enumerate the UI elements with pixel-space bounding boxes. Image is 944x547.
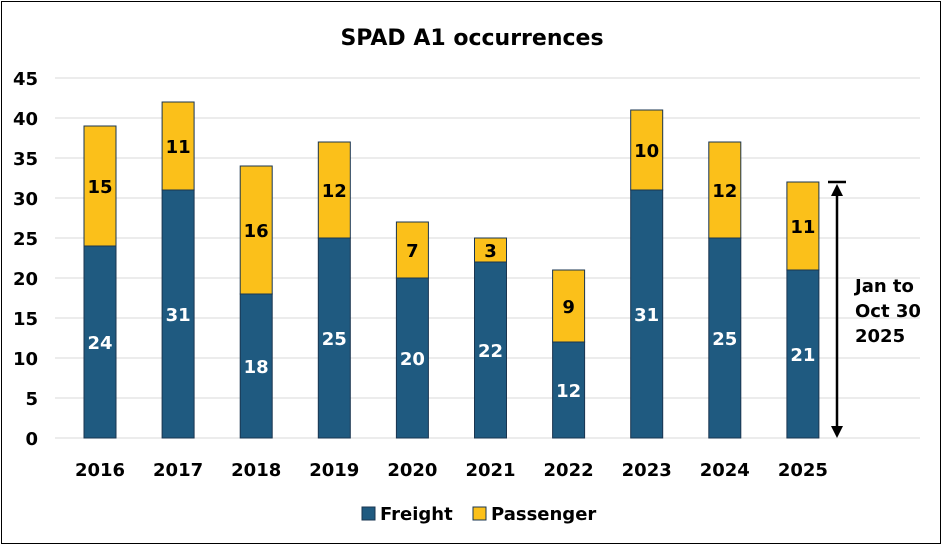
x-tick-label: 2024 xyxy=(700,460,750,481)
annotation-text: 2025 xyxy=(855,326,905,347)
data-label: 20 xyxy=(400,349,425,370)
bar-freight-2022 xyxy=(552,341,586,439)
x-tick-label: 2019 xyxy=(309,460,359,481)
x-tick-label: 2025 xyxy=(778,460,828,481)
annotation-text: Jan to xyxy=(853,276,914,297)
bar-freight-2024 xyxy=(708,237,742,439)
data-label: 15 xyxy=(87,177,112,198)
arrowhead-up-icon xyxy=(831,184,843,196)
data-label: 11 xyxy=(166,137,191,158)
arrowhead-down-icon xyxy=(831,426,843,438)
data-label: 3 xyxy=(484,241,497,262)
annotation-text: Oct 30 xyxy=(855,301,921,322)
bar-freight-2021 xyxy=(474,261,507,439)
legend-swatch-passenger xyxy=(472,506,487,521)
y-tick-label: 5 xyxy=(25,389,38,410)
data-label: 24 xyxy=(87,333,112,354)
chart-title: SPAD A1 occurrences xyxy=(340,26,603,51)
x-tick-label: 2016 xyxy=(75,460,125,481)
bar-passenger-2025 xyxy=(786,181,820,271)
bar-passenger-2023 xyxy=(630,109,664,191)
legend-swatch-freight xyxy=(361,506,376,521)
y-tick-label: 45 xyxy=(13,69,38,90)
x-tick-label: 2018 xyxy=(231,460,281,481)
data-label: 10 xyxy=(634,141,659,162)
data-label: 31 xyxy=(166,305,191,326)
legend-label-freight: Freight xyxy=(380,504,453,525)
data-label: 11 xyxy=(790,217,815,238)
bar-passenger-2022 xyxy=(552,269,586,343)
bar-passenger-2016 xyxy=(83,125,117,247)
y-tick-label: 30 xyxy=(13,189,38,210)
bar-passenger-2021 xyxy=(474,237,507,263)
x-tick-label: 2017 xyxy=(153,460,203,481)
bar-passenger-2020 xyxy=(395,221,429,279)
bar-freight-2023 xyxy=(630,189,664,439)
data-label: 16 xyxy=(244,221,269,242)
y-tick-label: 10 xyxy=(13,349,38,370)
bar-passenger-2024 xyxy=(708,141,742,239)
y-tick-label: 25 xyxy=(13,229,38,250)
data-label: 25 xyxy=(712,329,737,350)
x-tick-label: 2020 xyxy=(387,460,437,481)
bar-freight-2020 xyxy=(395,277,429,439)
y-tick-label: 0 xyxy=(25,429,38,450)
x-tick-label: 2023 xyxy=(622,460,672,481)
data-label: 12 xyxy=(322,181,347,202)
bar-passenger-2018 xyxy=(239,165,273,295)
bar-freight-2019 xyxy=(317,237,351,439)
y-tick-label: 35 xyxy=(13,149,38,170)
x-tick-label: 2021 xyxy=(465,460,515,481)
data-label: 9 xyxy=(562,297,575,318)
bar-passenger-2017 xyxy=(161,101,195,191)
y-tick-label: 40 xyxy=(13,109,38,130)
data-label: 25 xyxy=(322,329,347,350)
y-tick-label: 20 xyxy=(13,269,38,290)
data-label: 7 xyxy=(406,241,419,262)
bar-freight-2025 xyxy=(786,269,820,439)
bar-freight-2018 xyxy=(239,293,273,439)
y-tick-label: 15 xyxy=(13,309,38,330)
data-label: 12 xyxy=(712,181,737,202)
x-tick-label: 2022 xyxy=(544,460,594,481)
data-label: 22 xyxy=(478,341,503,362)
data-label: 18 xyxy=(244,357,269,378)
bar-passenger-2019 xyxy=(317,141,351,239)
legend-label-passenger: Passenger xyxy=(491,504,596,525)
data-label: 21 xyxy=(790,345,815,366)
bar-freight-2017 xyxy=(161,189,195,439)
data-label: 31 xyxy=(634,305,659,326)
data-label: 12 xyxy=(556,381,581,402)
bar-freight-2016 xyxy=(83,245,117,439)
